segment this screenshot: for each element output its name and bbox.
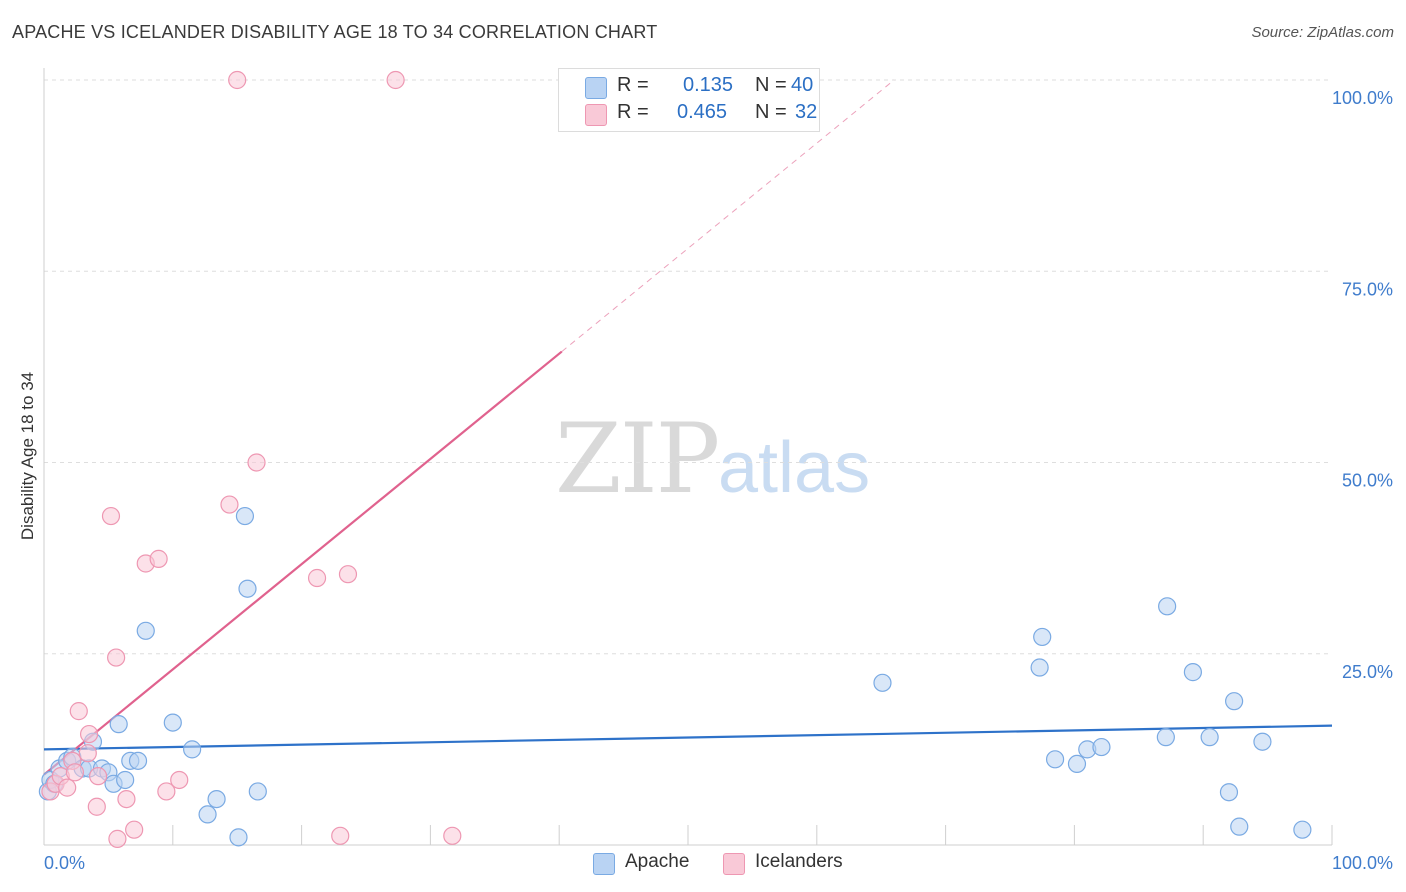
- icelanders-trend-line: [43, 350, 563, 776]
- icelanders-point: [228, 70, 247, 90]
- icelanders-point: [149, 549, 168, 568]
- icelanders-point: [247, 453, 266, 472]
- apache-point: [183, 740, 202, 759]
- icelanders-point: [157, 782, 176, 801]
- data-points: [38, 70, 1312, 848]
- apache-point: [1030, 658, 1049, 677]
- x-tick-label: 0.0%: [44, 853, 85, 873]
- icelanders-point: [117, 789, 136, 809]
- watermark-atlas: atlas: [718, 428, 870, 508]
- apache-point: [1033, 627, 1052, 647]
- icelanders-point: [307, 568, 327, 588]
- apache-point: [1045, 750, 1065, 769]
- tick-labels: 25.0% 50.0% 75.0% 100.0% 0.0% 100.0%: [44, 88, 1393, 873]
- watermark: ZIP atlas: [555, 403, 870, 515]
- legend-n-value: 40: [791, 74, 814, 96]
- y-tick-label: 75.0%: [1342, 279, 1393, 299]
- legend-r-label: R =: [617, 74, 649, 96]
- y-tick-label: 100.0%: [1332, 88, 1393, 108]
- apache-point: [198, 805, 217, 824]
- x-tick-label: 100.0%: [1332, 853, 1393, 873]
- icelanders-point: [386, 70, 405, 90]
- stats-legend: R = 0.135 N = 40 R = 0.465 N = 32: [558, 68, 820, 132]
- apache-point: [229, 828, 248, 847]
- apache-point: [1092, 737, 1111, 757]
- apache-point: [248, 782, 267, 801]
- y-axis-label: Disability Age 18 to 34: [18, 372, 37, 540]
- icelanders-point: [107, 648, 126, 667]
- apache-point: [1158, 597, 1177, 616]
- bottom-legend-swatch-icelanders: [723, 853, 745, 875]
- y-tick-label: 25.0%: [1342, 662, 1393, 682]
- legend-n-label: N =: [755, 101, 787, 123]
- legend-r-value: 0.135: [683, 74, 734, 96]
- icelanders-point: [338, 565, 358, 584]
- apache-point: [109, 715, 128, 734]
- icelanders-point: [101, 506, 121, 526]
- apache-point: [136, 621, 155, 640]
- icelanders-point: [88, 767, 108, 786]
- apache-point: [1183, 663, 1202, 682]
- apache-point: [1225, 692, 1244, 711]
- icelanders-point: [108, 829, 127, 848]
- apache-point: [1219, 783, 1239, 802]
- y-tick-label: 50.0%: [1342, 471, 1393, 491]
- legend-swatch-icelanders: [585, 104, 607, 126]
- watermark-zip: ZIP: [555, 403, 718, 515]
- icelanders-point: [87, 797, 106, 816]
- legend-n-label: N =: [755, 74, 787, 96]
- apache-point: [163, 713, 182, 732]
- apache-point: [238, 579, 257, 598]
- apache-point: [207, 789, 226, 809]
- axes: [43, 68, 1333, 846]
- apache-point: [1156, 728, 1175, 747]
- legend-swatch-apache: [585, 77, 607, 99]
- legend-r-value: 0.465: [677, 101, 728, 123]
- apache-point: [1200, 728, 1219, 747]
- apache-point: [1067, 754, 1087, 774]
- icelanders-point: [69, 702, 88, 721]
- apache-point: [1253, 732, 1272, 751]
- apache-point: [235, 506, 255, 526]
- bottom-legend-label-apache: Apache: [625, 851, 690, 872]
- apache-point: [128, 751, 148, 770]
- icelanders-point: [65, 763, 85, 782]
- icelanders-point: [331, 826, 350, 845]
- icelanders-point: [443, 826, 462, 845]
- source-label: Source: ZipAtlas.com: [1251, 24, 1394, 41]
- legend-r-label: R =: [617, 101, 649, 123]
- icelanders-point: [220, 495, 239, 514]
- icelanders-point: [170, 770, 189, 790]
- apache-point: [1293, 820, 1312, 839]
- trend-lines: [43, 79, 1333, 776]
- icelanders-point: [58, 778, 77, 797]
- bottom-legend-label-icelanders: Icelanders: [755, 851, 843, 872]
- chart-title: APACHE VS ICELANDER DISABILITY AGE 18 TO…: [12, 22, 658, 42]
- icelanders-trend-extension: [561, 79, 895, 352]
- icelanders-point: [125, 820, 144, 839]
- apache-point: [1230, 817, 1249, 836]
- gridlines: [44, 79, 1332, 655]
- bottom-legend-swatch-apache: [593, 853, 615, 875]
- apache-trend-line: [43, 724, 1333, 751]
- apache-point: [116, 770, 135, 790]
- apache-point: [873, 673, 892, 692]
- icelanders-point: [78, 744, 97, 763]
- legend-n-value: 32: [795, 101, 818, 123]
- icelanders-point: [79, 724, 99, 744]
